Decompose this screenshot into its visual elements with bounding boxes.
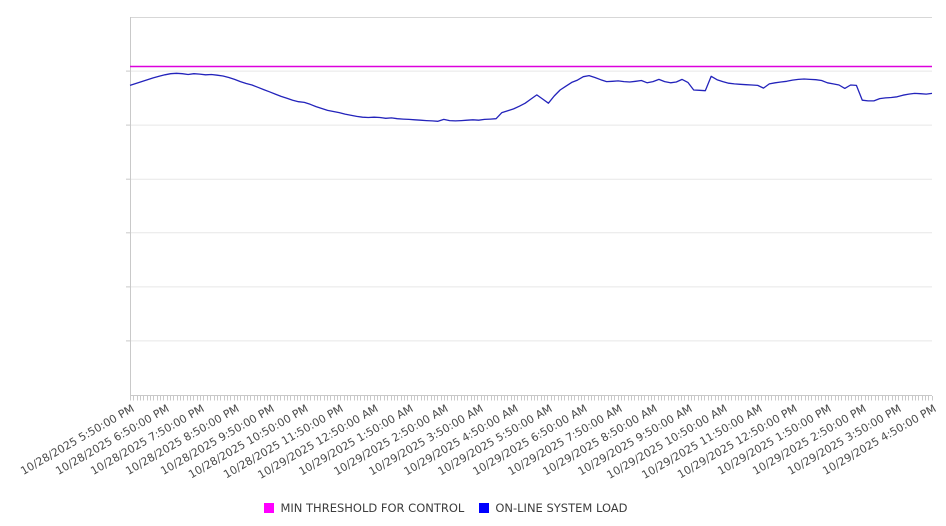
- x-axis-minor-ticks: [130, 396, 933, 401]
- legend-item-min-threshold[interactable]: MIN THRESHOLD FOR CONTROL: [264, 501, 464, 515]
- legend-label-online-system-load: ON-LINE SYSTEM LOAD: [495, 501, 628, 515]
- online-system-load-line: [129, 72, 933, 122]
- legend: MIN THRESHOLD FOR CONTROL ON-LINE SYSTEM…: [0, 501, 892, 515]
- legend-label-min-threshold: MIN THRESHOLD FOR CONTROL: [280, 501, 465, 515]
- min-threshold-swatch-icon: [264, 503, 275, 513]
- online-system-load-swatch-icon: [479, 503, 490, 513]
- legend-item-online-system-load[interactable]: ON-LINE SYSTEM LOAD: [479, 501, 628, 515]
